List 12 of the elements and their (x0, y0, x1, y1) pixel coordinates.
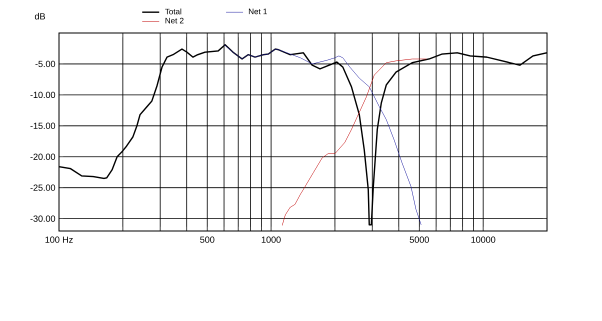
x-tick-label: 5000 (410, 236, 429, 243)
y-tick-label: -30.00 (30, 215, 56, 222)
y-tick-label: -15.00 (30, 122, 56, 129)
y-tick-label: -10.00 (30, 92, 56, 98)
x-tick-label: 10000 (471, 236, 496, 243)
x-tick-label: 100 Hz (45, 236, 73, 243)
y-axis-title: dB (34, 12, 46, 20)
x-tick-label: 500 (200, 236, 214, 243)
x-tick-label: 1000 (262, 236, 281, 243)
y-tick-label: -20.00 (30, 154, 56, 160)
y-tick-label: -5.00 (35, 60, 56, 68)
y-tick-label: -25.00 (30, 184, 56, 191)
